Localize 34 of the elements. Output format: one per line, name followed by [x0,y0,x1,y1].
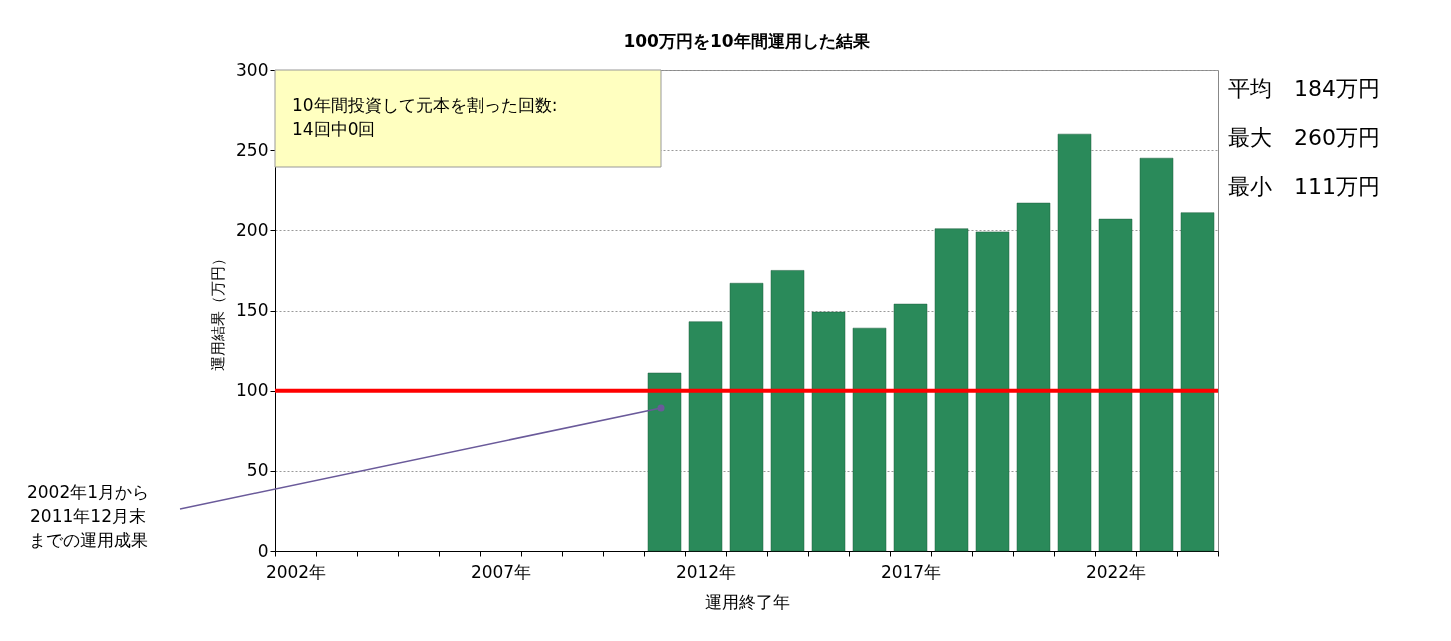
x-tick-label: 2012年 [675,561,737,582]
text: 最大 260万円 [1228,125,1380,150]
x-tick-label: 2017年 [880,561,942,582]
y-axis-title: 運用結果（万円） [209,251,228,371]
bar [934,228,969,552]
bar [729,282,764,552]
text: 平均 184万円 [1228,76,1380,101]
bar [1057,133,1092,552]
bar [647,372,682,552]
text: 最小 111万円 [1228,174,1380,199]
bar [688,321,723,552]
y-tick-label: 300 [236,59,269,80]
bar [770,270,805,552]
bar [1139,157,1174,552]
y-tick-label: 100 [236,380,269,401]
x-tick-label: 2007年 [470,561,532,582]
y-tick-label: 0 [257,540,269,561]
y-tick-label: 150 [236,300,269,320]
x-axis-title: 運用終了年 [704,591,790,612]
y-tick-label: 200 [236,219,269,240]
y-tick-label: 250 [236,139,269,160]
annotation: 10年間投資して元本を割った回数: 14回中0回 [292,95,558,139]
text: 2002年1月から2011年12月末までの運用成果 [26,482,150,550]
y-tick-label: 50 [246,460,269,481]
bar [893,303,928,552]
x-tick-label: 2022年 [1085,561,1147,582]
bar [811,311,846,552]
bar [1180,212,1215,552]
bar [852,327,887,552]
x-tick-label: 2002年 [265,561,327,582]
bar [1098,218,1133,552]
chart-title: 100万円を10年間運用した結果 [623,31,871,51]
bar [1016,202,1051,552]
bar [975,231,1010,552]
